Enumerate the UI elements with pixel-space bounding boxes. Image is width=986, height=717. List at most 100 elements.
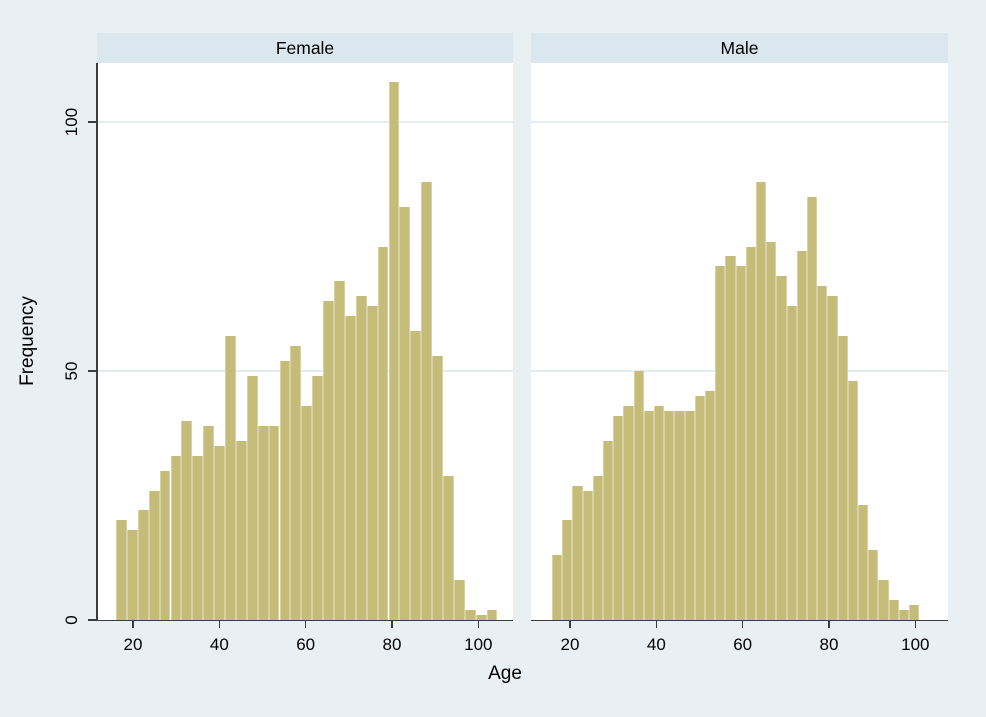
y-tick-label: 50 (62, 361, 81, 381)
x-tick (569, 621, 571, 628)
histogram-bar (453, 580, 465, 620)
histogram-bar (192, 455, 204, 620)
panel-title-male: Male (720, 37, 759, 58)
panel-header-female: Female (97, 33, 513, 63)
histogram-bar (756, 181, 767, 620)
histogram-bar (312, 375, 324, 620)
histogram-bar (694, 395, 705, 620)
x-tick (655, 621, 658, 628)
histogram-bar (388, 82, 400, 620)
histogram-bar (203, 425, 215, 620)
histogram-bar (613, 415, 624, 620)
x-tick-label: 80 (819, 635, 839, 654)
histogram-bar (410, 331, 422, 620)
x-tick (218, 621, 221, 628)
histogram-bar (137, 510, 149, 620)
histogram-bar (301, 405, 313, 620)
gridline-y100 (531, 121, 948, 123)
histogram-bar (432, 356, 443, 620)
histogram-bar (878, 580, 889, 620)
histogram-bar (643, 410, 654, 620)
x-tick-label: 60 (296, 635, 316, 654)
x-tick (304, 621, 307, 628)
histogram-bar (827, 296, 838, 620)
x-tick-label: 100 (901, 635, 930, 654)
histogram-bar (464, 610, 476, 620)
x-tick-label: 60 (733, 635, 753, 654)
histogram-bar (355, 296, 367, 620)
histogram-bar (181, 420, 193, 620)
histogram-bar (257, 425, 269, 620)
gridline-y100 (97, 121, 513, 123)
histogram-bar (807, 196, 818, 620)
histogram-bar (214, 445, 225, 620)
histogram-bar (796, 251, 807, 620)
x-tick-label: 20 (560, 635, 580, 654)
histogram-bar (399, 206, 411, 620)
histogram-bar (745, 246, 756, 620)
histogram-bar (633, 371, 644, 620)
histogram-bar (858, 505, 869, 620)
histogram-bar (623, 405, 634, 620)
histogram-bar (475, 615, 487, 620)
histogram-bar (562, 520, 573, 620)
gridline-y50 (97, 370, 513, 372)
histogram-bar (776, 276, 787, 620)
histogram-bar (847, 380, 858, 620)
histogram-bar (366, 306, 378, 620)
histogram-bar (725, 256, 736, 620)
x-axis-line (531, 619, 948, 622)
histogram-bar (786, 306, 797, 620)
histogram-bar (334, 281, 345, 620)
histogram-bar (817, 286, 828, 620)
histogram-bar (323, 301, 334, 620)
panel-title-female: Female (275, 37, 335, 58)
histogram-bar (888, 600, 899, 620)
histogram-bar (837, 336, 848, 620)
histogram-bar (268, 425, 280, 620)
histogram-bar (582, 490, 593, 620)
histogram-bar (225, 336, 236, 620)
histogram-bar (705, 390, 716, 620)
histogram-bar (290, 346, 302, 620)
x-tick-label: 100 (464, 635, 493, 654)
histogram-bar (148, 490, 160, 620)
histogram-bar (170, 455, 182, 620)
x-tick (828, 621, 830, 628)
x-tick (391, 621, 393, 628)
histogram-bar (603, 440, 614, 620)
histogram-bar (654, 405, 665, 620)
x-axis-title: Age (488, 663, 522, 684)
histogram-bar (552, 555, 563, 620)
x-tick-label: 20 (123, 635, 143, 654)
histogram-bar (421, 181, 433, 620)
y-tick (88, 121, 96, 123)
histogram-bar (674, 410, 685, 620)
x-tick (914, 621, 917, 628)
histogram-bar (126, 530, 138, 620)
histogram-bar (344, 316, 356, 620)
histogram-bar (766, 241, 777, 620)
histogram-bar (664, 410, 675, 620)
y-axis-title: Frequency (17, 296, 38, 386)
x-tick-label: 80 (382, 635, 402, 654)
histogram-bar (572, 485, 583, 620)
histogram-bar (116, 520, 127, 620)
histogram-bar (443, 475, 454, 620)
x-tick-label: 40 (209, 635, 229, 654)
histogram-bar (279, 361, 291, 620)
histogram-bar (377, 246, 389, 620)
y-tick (88, 370, 96, 372)
histogram-bar (246, 375, 258, 620)
histogram-bar (235, 440, 247, 620)
histogram-bar (735, 266, 746, 620)
histogram-bar (159, 470, 171, 620)
histogram-bar (898, 610, 909, 620)
histogram-bar (592, 475, 603, 620)
x-tick-label: 40 (646, 635, 666, 654)
y-tick (88, 619, 96, 621)
histogram-bar (486, 610, 498, 620)
x-tick (132, 621, 134, 628)
x-tick (741, 621, 744, 628)
